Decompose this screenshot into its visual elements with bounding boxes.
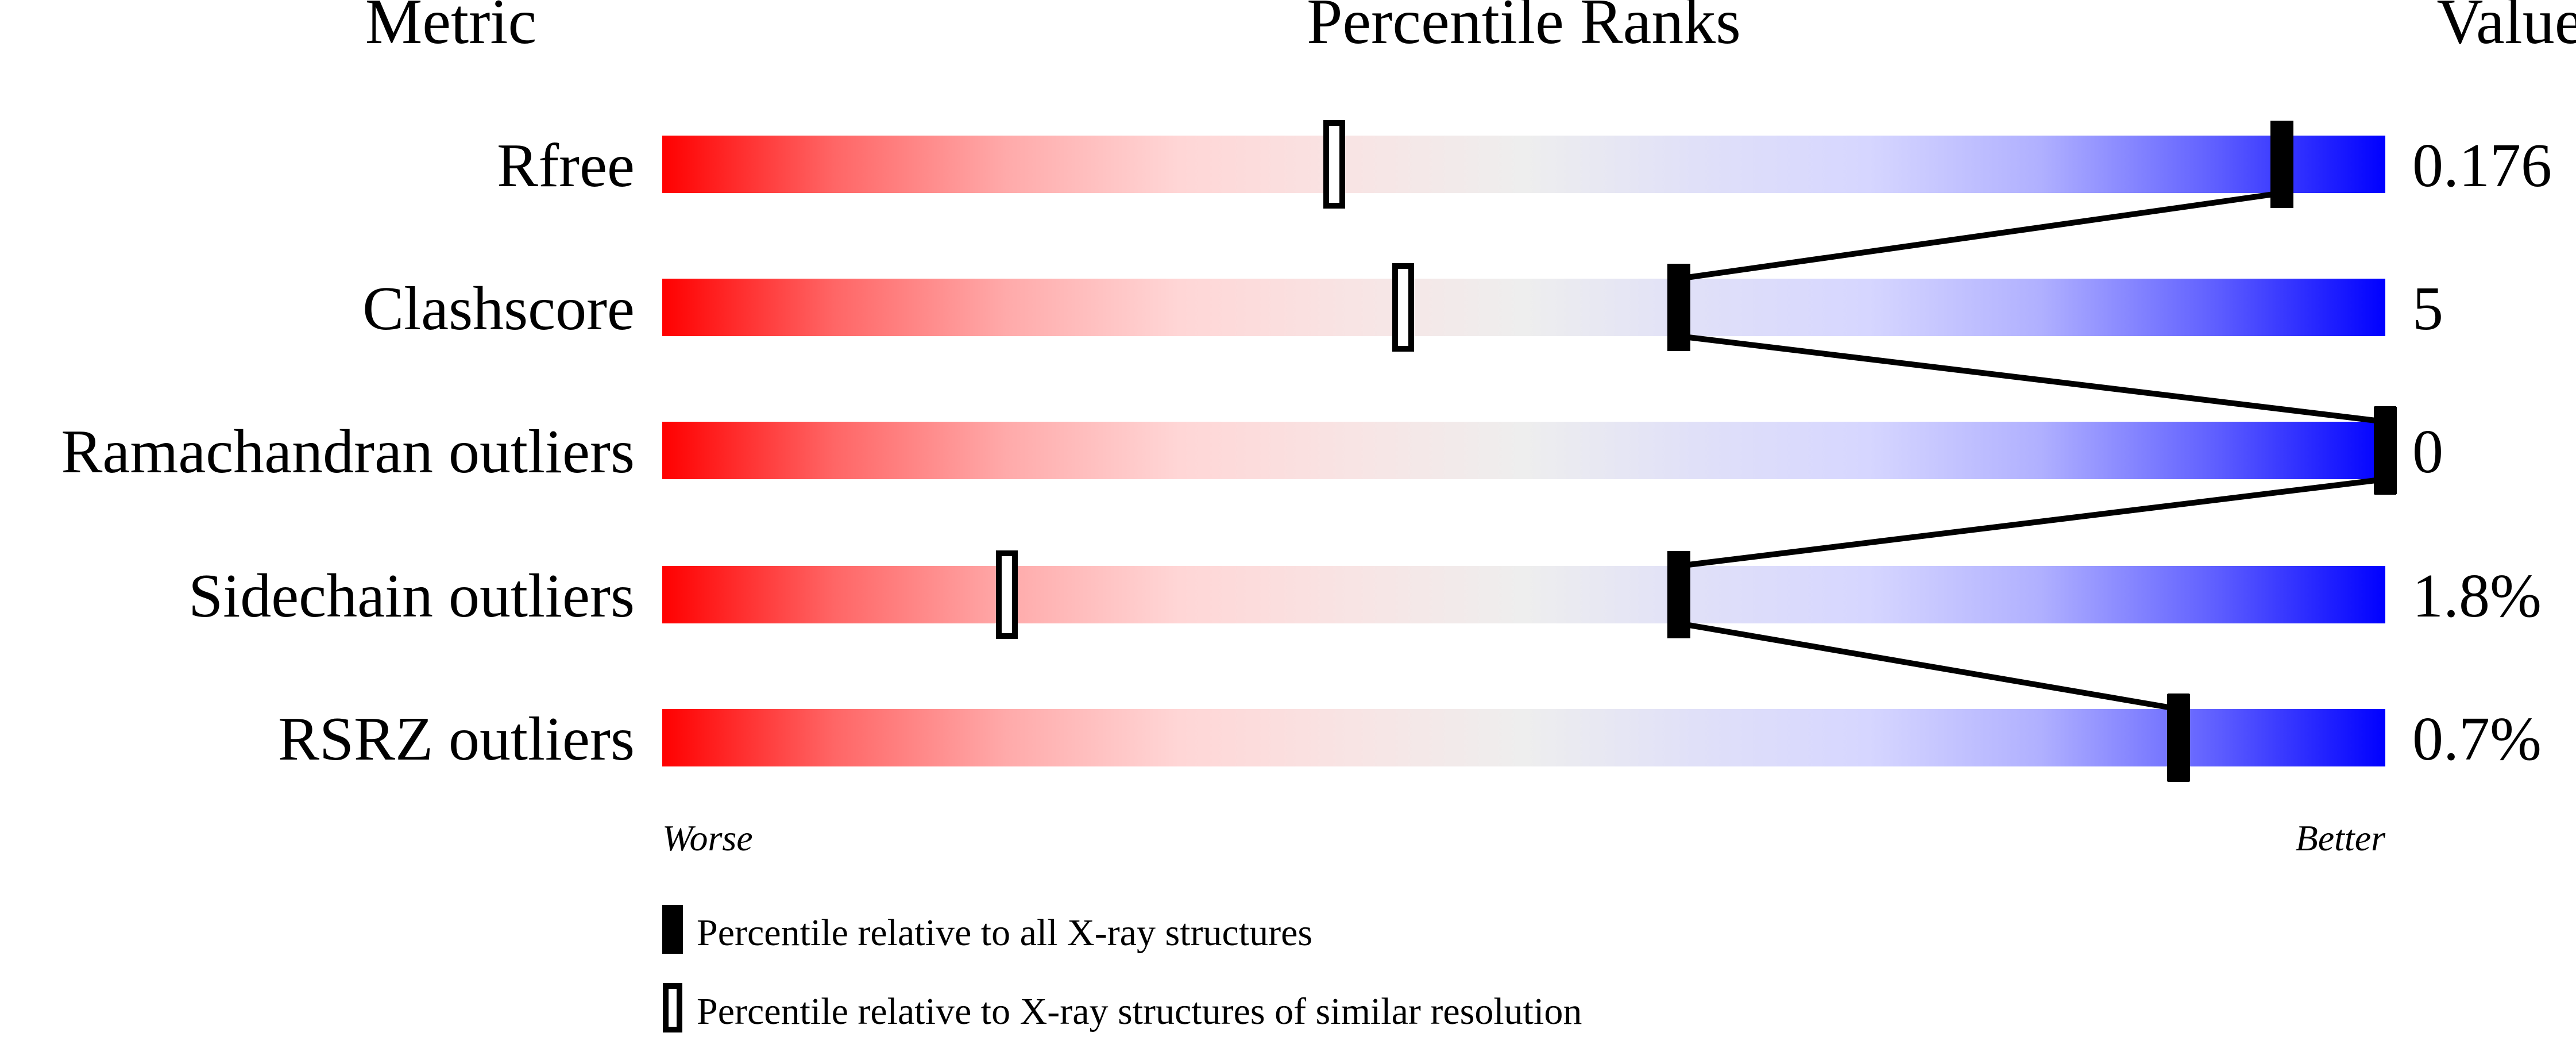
marker-similar-resolution	[996, 550, 1018, 639]
metric-value: 5	[2412, 275, 2443, 343]
metric-label: Ramachandran outliers	[61, 418, 635, 486]
metric-label: Sidechain outliers	[188, 562, 635, 630]
marker-similar-resolution	[1392, 263, 1414, 352]
marker-similar-resolution	[1323, 120, 1345, 209]
marker-all-structures	[2167, 694, 2190, 781]
metric-label: RSRZ outliers	[278, 705, 635, 773]
marker-all-structures	[2374, 407, 2397, 494]
connector-line	[1678, 476, 2386, 569]
legend-marker-similar	[663, 983, 682, 1032]
metric-label: Clashscore	[362, 275, 635, 343]
metric-value: 0.7%	[2412, 705, 2542, 773]
metric-value: 0.176	[2412, 132, 2552, 200]
header-percentile: Percentile Ranks	[1307, 0, 1741, 57]
percentile-bar	[662, 709, 2385, 766]
metric-value: 1.8%	[2412, 562, 2542, 630]
percentile-bar	[662, 422, 2385, 479]
legend-label-similar: Percentile relative to X-ray structures …	[697, 991, 1582, 1032]
connector-line	[1678, 190, 2283, 282]
marker-all-structures	[2270, 121, 2293, 208]
marker-all-structures	[1667, 551, 1690, 638]
connector-line	[1678, 621, 2179, 712]
header-value: Value	[2436, 0, 2576, 57]
axis-label-worse: Worse	[662, 818, 753, 858]
legend-marker-all	[662, 905, 683, 954]
percentile-bar	[662, 566, 2385, 623]
axis-label-better: Better	[2296, 818, 2386, 858]
metric-value: 0	[2412, 418, 2443, 486]
marker-all-structures	[1667, 264, 1690, 351]
header-metric: Metric	[365, 0, 537, 57]
legend-label-all: Percentile relative to all X-ray structu…	[697, 912, 1312, 954]
metric-label: Rfree	[497, 132, 635, 200]
connector-line	[1678, 333, 2386, 425]
percentile-bar	[662, 279, 2385, 336]
percentile-bar	[662, 136, 2385, 193]
